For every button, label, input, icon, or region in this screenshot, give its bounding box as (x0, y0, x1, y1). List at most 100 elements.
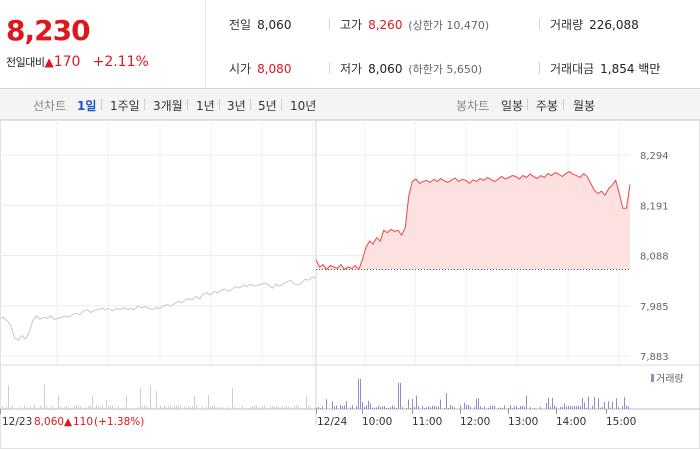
volume-bar (438, 406, 439, 409)
volume-bar (222, 406, 223, 409)
volume-bar (378, 405, 379, 409)
volume-bar (252, 406, 253, 409)
volume-bar (554, 405, 555, 409)
volume-bar (68, 407, 69, 409)
tab-weekly-candle[interactable]: 주봉 (536, 99, 559, 113)
volume-bar (260, 408, 261, 409)
volume-bar (248, 408, 249, 409)
volume-bar (598, 398, 599, 409)
volume-bar (228, 406, 229, 409)
volume-bar (158, 407, 159, 409)
prev-day-change-pct: (+1.38%) (94, 416, 144, 428)
volume-bar (40, 405, 41, 409)
volume-bar (30, 406, 31, 409)
candle-chart-heading: 봉차트 (456, 99, 490, 113)
tab-10-years[interactable]: 10년 (290, 99, 317, 113)
x-tick-label: 10:00 (362, 416, 392, 428)
tab-3-months[interactable]: 3개월 (153, 99, 183, 113)
volume-bar (490, 405, 491, 409)
volume-bar (588, 396, 589, 409)
volume-bar (206, 406, 207, 409)
volume-bar (410, 407, 411, 409)
volume-bar (302, 407, 303, 409)
volume-bar (502, 408, 503, 409)
volume-bar (342, 405, 343, 409)
volume-bar (460, 405, 461, 409)
volume-bar (190, 407, 191, 409)
volume-bar (298, 405, 299, 409)
volume-bar (322, 406, 323, 409)
today-area-fill (316, 171, 630, 270)
volume-bar (470, 406, 471, 409)
volume-bar (412, 399, 413, 409)
volume-bar (508, 407, 509, 409)
tab-1-week[interactable]: 1주일 (110, 99, 140, 113)
volume-bar (270, 406, 271, 409)
volume-bar (374, 407, 375, 409)
volume-bar (466, 405, 467, 409)
volume-bar (430, 407, 431, 409)
volume-bar (264, 405, 265, 409)
volume-bar (124, 407, 125, 409)
volume-bar (212, 406, 213, 409)
volume-bar (176, 405, 177, 409)
volume-bar (526, 395, 527, 409)
volume-bar (414, 406, 415, 409)
volume-bar (76, 405, 77, 409)
volume-bar (386, 407, 387, 409)
change-amount: 170 (53, 54, 81, 70)
volume-bar (622, 405, 623, 409)
volume-bar (234, 406, 235, 409)
volume-bar (216, 407, 217, 409)
y-tick-label: 8,191 (640, 201, 669, 212)
volume-bar (482, 407, 483, 409)
today-price-line (315, 171, 631, 271)
volume-bar (26, 407, 27, 409)
current-price-box: 8,230 전일대비▲170 +2.11% (0, 0, 206, 88)
volume-bar (344, 405, 345, 409)
volume-bar (534, 407, 535, 409)
volume-bar (70, 408, 71, 409)
y-tick-label: 7,883 (640, 352, 669, 363)
volume-bar (408, 399, 409, 409)
volume-bar (246, 407, 247, 409)
stat-volume: 거래량 226,088 (550, 18, 639, 32)
volume-bar (48, 408, 49, 409)
tab-1-day[interactable]: 1일 (77, 99, 97, 113)
tab-daily-candle[interactable]: 일봉 (501, 99, 524, 113)
volume-bar (102, 405, 103, 409)
volume-bar (142, 406, 143, 409)
volume-bar (144, 405, 145, 409)
volume-bar (262, 406, 263, 409)
volume-bar (308, 405, 309, 409)
volume-bar (16, 408, 17, 409)
volume-bar (548, 397, 549, 409)
x-tick-label: 12/23 (2, 416, 32, 428)
volume-legend-swatch (651, 374, 654, 382)
volume-bar (92, 395, 93, 409)
volume-bar (368, 400, 369, 409)
volume-bar (208, 395, 209, 409)
volume-bar (334, 406, 335, 409)
x-tick-label: 12/24 (317, 416, 348, 428)
stat-prev-close: 전일 8,060 (229, 18, 292, 32)
tab-1-year[interactable]: 1년 (196, 99, 215, 113)
tab-5-years[interactable]: 5년 (258, 99, 277, 113)
volume-bar (604, 402, 605, 409)
tab-monthly-candle[interactable]: 월봉 (573, 99, 596, 113)
volume-bar (98, 405, 99, 409)
volume-bar (140, 387, 141, 409)
volume-bar (370, 403, 371, 409)
volume-bar (480, 406, 481, 409)
volume-bar (332, 401, 333, 409)
volume-bar (320, 408, 321, 409)
volume-bar (514, 406, 515, 409)
volume-bar (258, 407, 259, 409)
chart-period-tabbar: 선차트 1일 1주일 3개월 1년 3년 5년 10년 봉차트 일봉 주봉 월봉 (0, 89, 700, 120)
volume-bar (522, 406, 523, 409)
volume-bar (326, 399, 327, 409)
volume-bar (34, 405, 35, 409)
volume-bar (356, 406, 357, 409)
tab-3-years[interactable]: 3년 (227, 99, 246, 113)
volume-bar (436, 406, 437, 409)
